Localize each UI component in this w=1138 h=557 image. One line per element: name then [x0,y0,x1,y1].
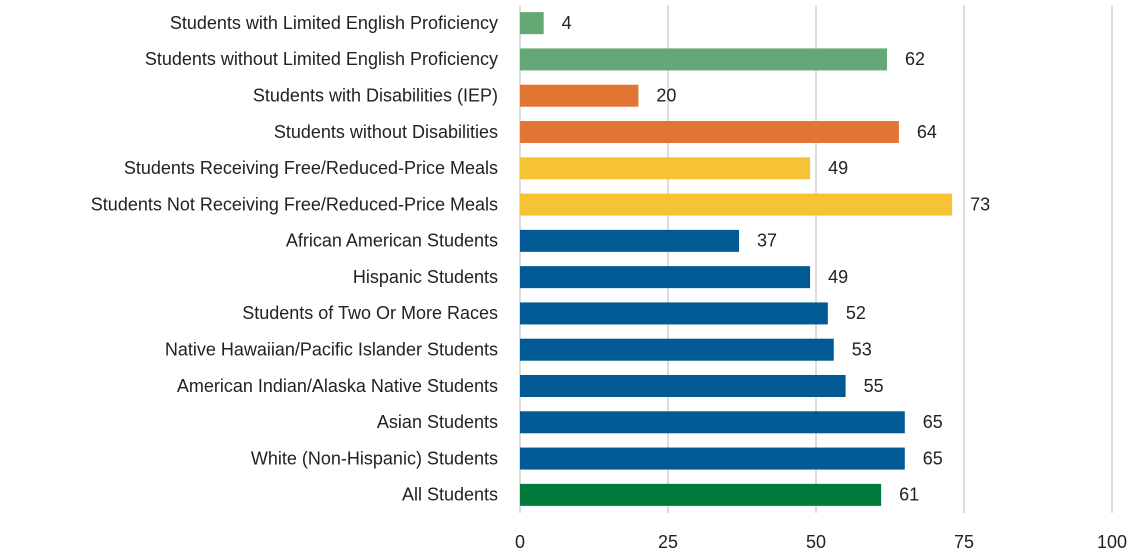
y-tick-label: Students Not Receiving Free/Reduced-Pric… [91,194,498,214]
bar [520,411,905,434]
y-tick-label: Students without Limited English Profici… [145,49,498,69]
value-label: 62 [905,49,925,69]
value-label: 55 [864,376,884,396]
bar [520,302,828,325]
value-label: 61 [899,485,919,505]
x-tick-label: 50 [806,532,826,552]
y-tick-label: Students with Limited English Proficienc… [170,13,498,33]
value-label: 65 [923,412,943,432]
value-label: 49 [828,158,848,178]
x-tick-label: 0 [515,532,525,552]
value-label: 64 [917,122,937,142]
y-tick-label: White (Non-Hispanic) Students [251,448,498,468]
bar [520,266,811,289]
value-label: 73 [970,194,990,214]
y-tick-label: Students without Disabilities [274,122,498,142]
bar [520,447,905,470]
x-tick-label: 75 [954,532,974,552]
bar [520,157,811,180]
bar [520,229,740,252]
value-label: 49 [828,267,848,287]
y-tick-label: Native Hawaiian/Pacific Islander Student… [165,339,498,359]
bar [520,193,953,216]
y-tick-label: Students Receiving Free/Reduced-Price Me… [124,158,498,178]
y-tick-label: Students with Disabilities (IEP) [253,85,498,105]
value-label: 52 [846,303,866,323]
value-label: 4 [562,13,572,33]
value-label: 20 [656,85,676,105]
value-label: 53 [852,339,872,359]
bar [520,12,544,35]
value-label: 65 [923,448,943,468]
bar [520,48,888,71]
bar [520,338,834,361]
y-tick-label: Hispanic Students [353,267,498,287]
bar [520,483,882,506]
bar [520,121,899,143]
y-tick-label: Students of Two Or More Races [242,303,498,323]
y-tick-label: African American Students [286,231,498,251]
y-tick-label: American Indian/Alaska Native Students [177,376,498,396]
bar [520,84,639,107]
bar [520,375,846,397]
y-tick-label: All Students [402,485,498,505]
x-tick-label: 25 [658,532,678,552]
x-tick-label: 100 [1097,532,1127,552]
y-tick-label: Asian Students [377,412,498,432]
value-label: 37 [757,231,777,251]
